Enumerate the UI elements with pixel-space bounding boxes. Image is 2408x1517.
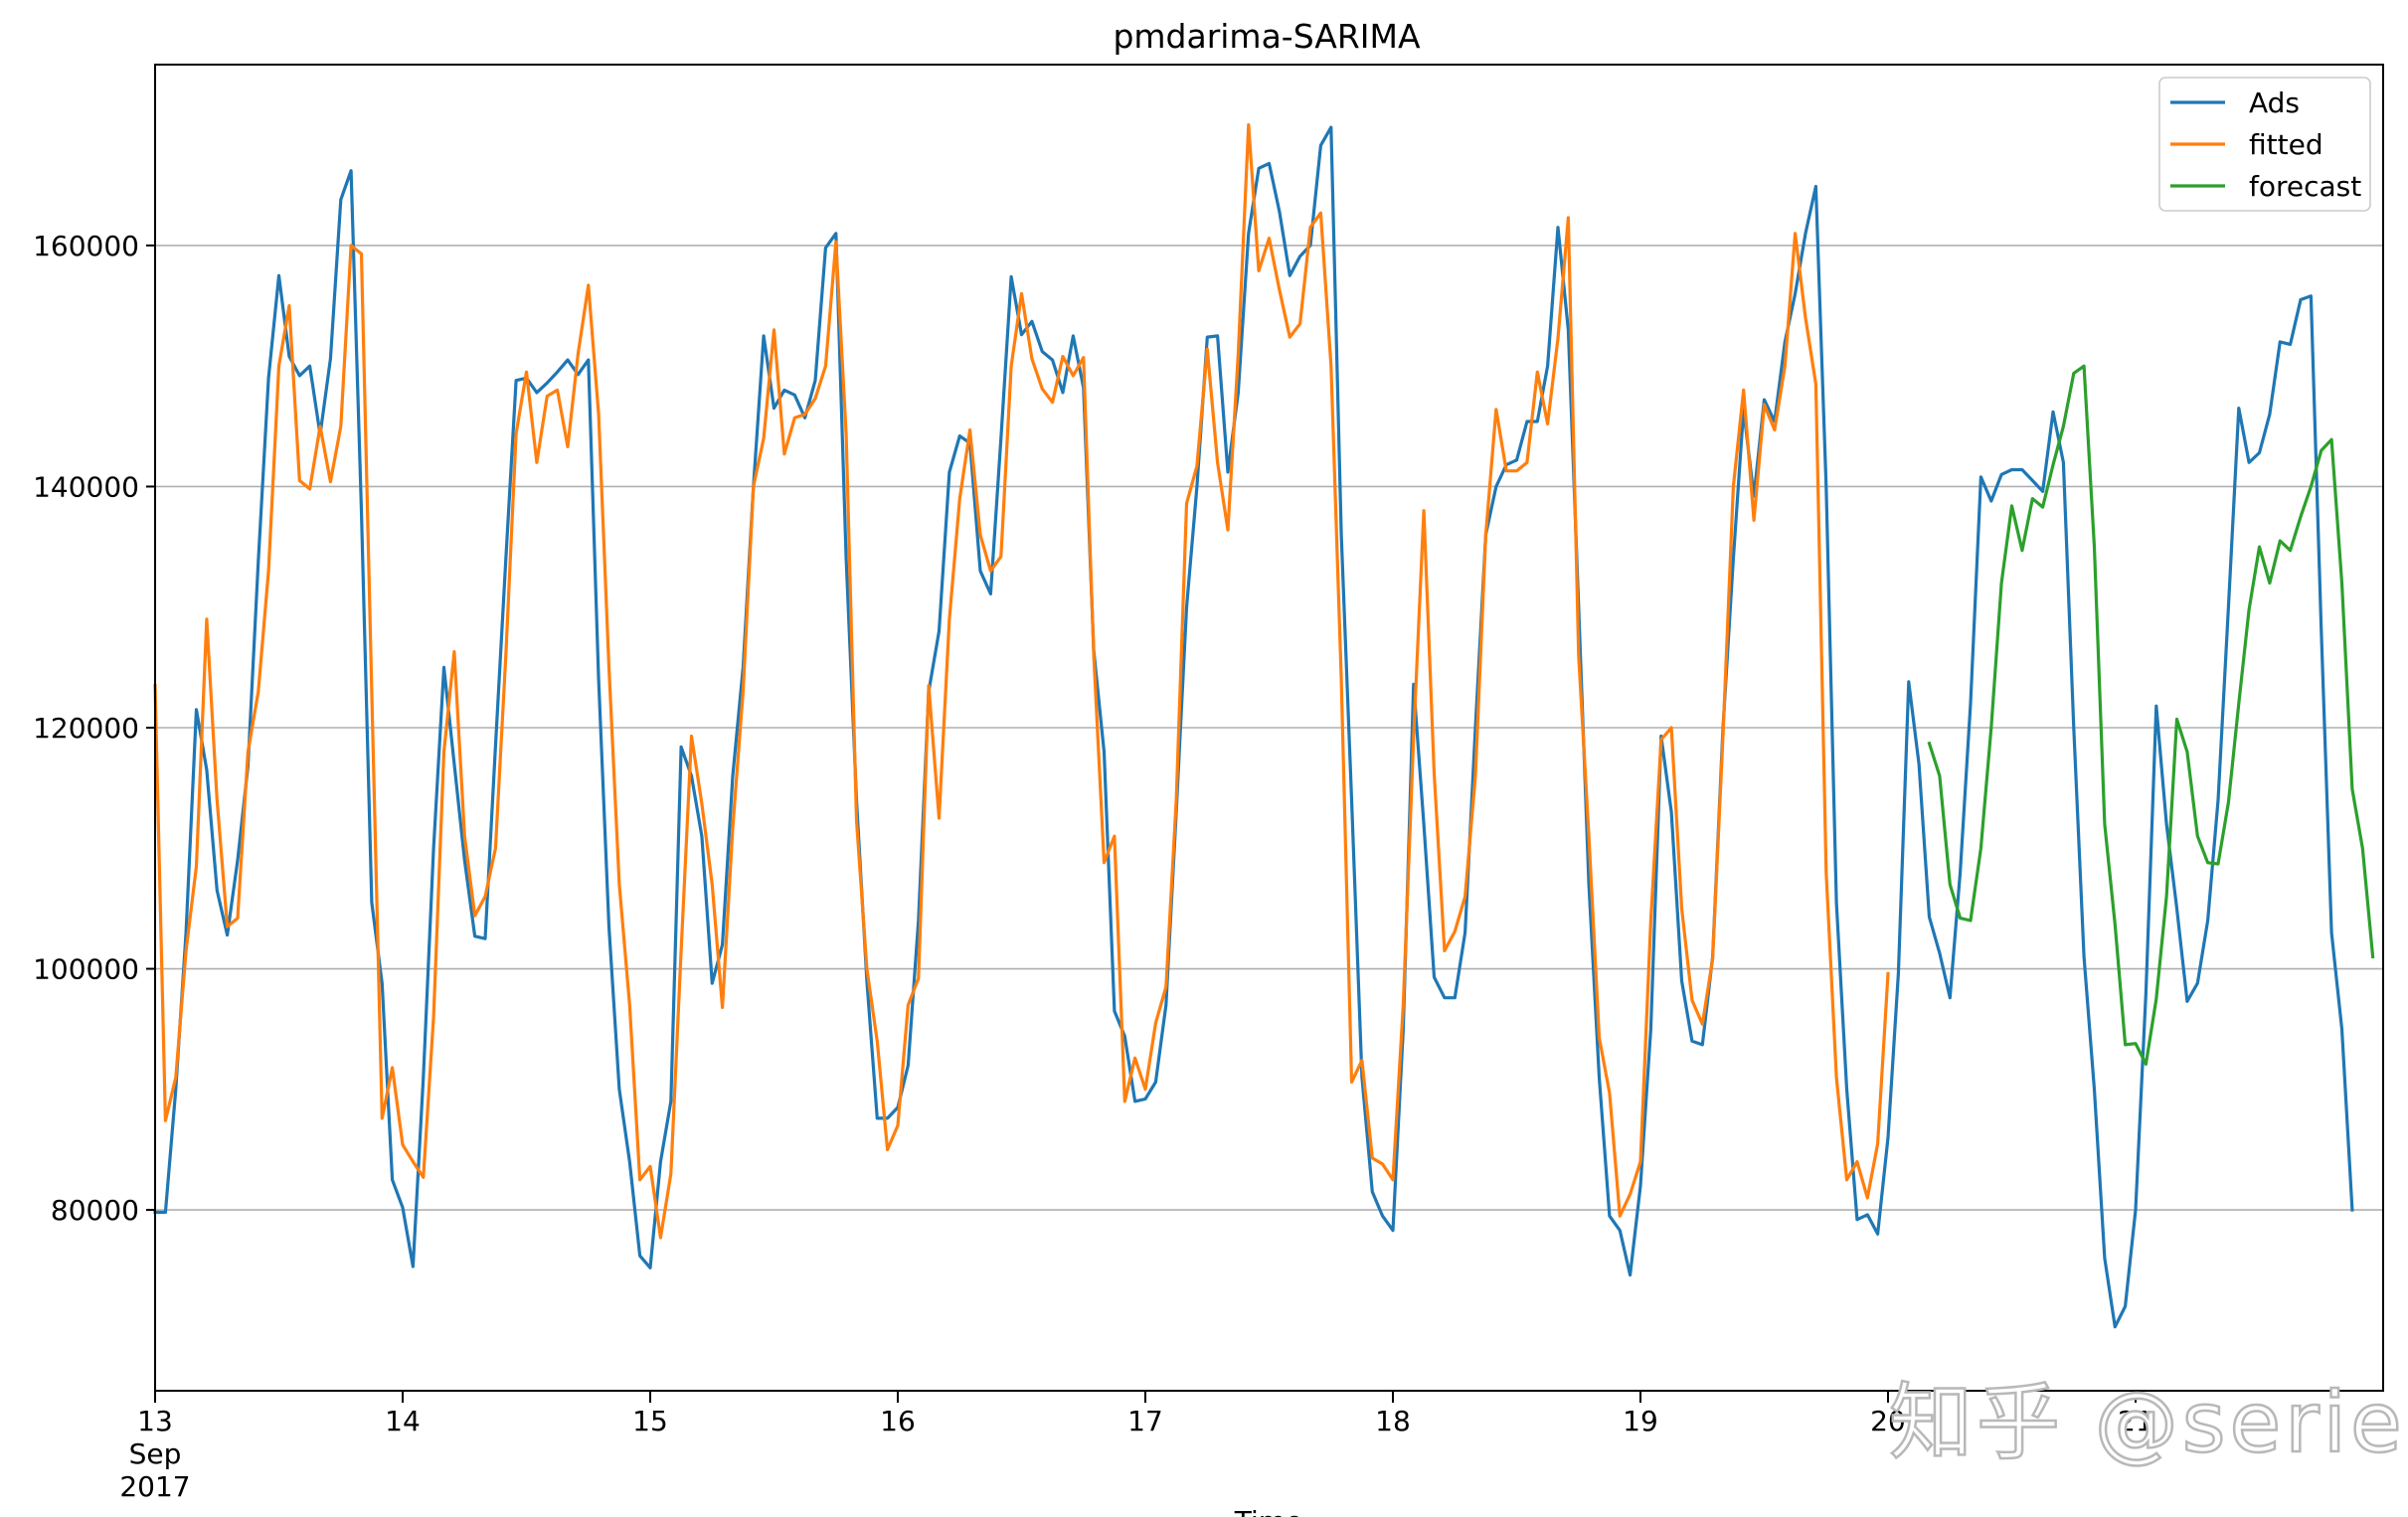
x-tick-label: 17 bbox=[1127, 1405, 1163, 1437]
watermark: 知乎 @seriesc bbox=[1889, 1374, 2408, 1471]
x-tick-label: 18 bbox=[1375, 1405, 1411, 1437]
x-tick-label: 15 bbox=[632, 1405, 668, 1437]
y-tick-label: 120000 bbox=[33, 712, 139, 745]
x-tick-label: Sep bbox=[129, 1437, 182, 1470]
x-tick-label: 2017 bbox=[119, 1470, 190, 1503]
x-tick-label: 19 bbox=[1623, 1405, 1658, 1437]
legend-label-fitted: fitted bbox=[2249, 128, 2323, 161]
x-tick-label: 20 bbox=[1870, 1405, 1906, 1437]
y-axis: 80000 100000 120000 140000 160000 bbox=[33, 230, 155, 1227]
y-tick-label: 80000 bbox=[51, 1194, 139, 1227]
x-axis-label: Time bbox=[1234, 1505, 1303, 1517]
x-tick-label: 16 bbox=[880, 1405, 916, 1437]
y-tick-label: 140000 bbox=[33, 470, 139, 503]
x-tick-label: 14 bbox=[385, 1405, 421, 1437]
chart-title: pmdarima-SARIMA bbox=[1113, 17, 1421, 56]
legend-label-forecast: forecast bbox=[2249, 170, 2361, 203]
legend: Ads fitted forecast bbox=[2158, 77, 2371, 212]
x-tick-label: 21 bbox=[2118, 1405, 2153, 1437]
series-line-fitted bbox=[153, 122, 1890, 1240]
series-lines bbox=[153, 122, 2375, 1329]
x-tick-label: 13 bbox=[137, 1405, 173, 1437]
y-tick-label: 160000 bbox=[33, 230, 139, 262]
legend-box bbox=[2158, 77, 2371, 212]
series-line-forecast bbox=[1927, 364, 2375, 1067]
y-tick-label: 100000 bbox=[33, 953, 139, 986]
legend-label-Ads: Ads bbox=[2249, 86, 2300, 119]
